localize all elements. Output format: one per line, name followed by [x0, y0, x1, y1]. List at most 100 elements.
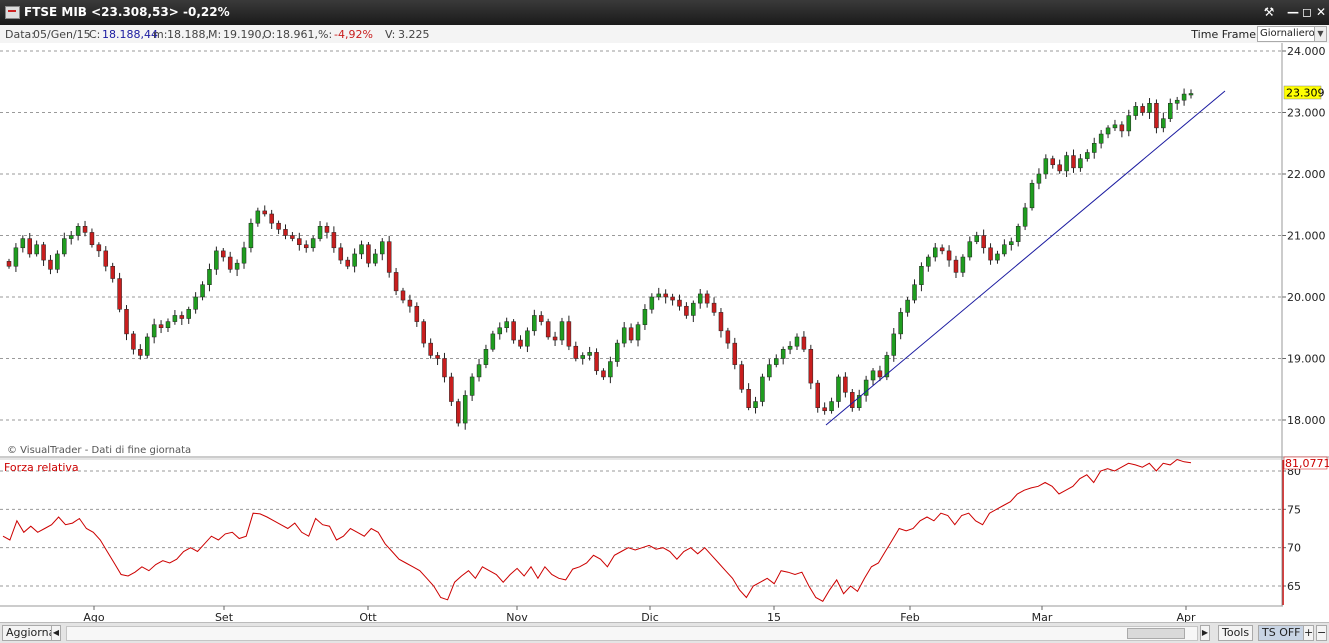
- candle: [214, 246, 219, 275]
- candle: [1174, 96, 1180, 110]
- price-tick-label: 21.000: [1287, 230, 1326, 243]
- candle: [995, 250, 1000, 264]
- candle-body: [131, 333, 136, 350]
- candle-body: [124, 309, 129, 335]
- candle: [1071, 149, 1076, 173]
- minimize-button[interactable]: —: [1287, 5, 1299, 19]
- candle-body: [1050, 158, 1056, 166]
- candle: [960, 254, 966, 277]
- maximize-button[interactable]: ◻: [1302, 5, 1312, 19]
- candle-body: [988, 247, 993, 261]
- candle: [511, 319, 516, 344]
- candle: [1133, 101, 1138, 120]
- candle-body: [276, 222, 281, 230]
- candle: [1078, 154, 1083, 172]
- candle: [932, 243, 938, 262]
- candle-body: [884, 355, 890, 378]
- candle-body: [1091, 143, 1097, 153]
- candle: [621, 322, 627, 348]
- timeframe-select[interactable]: Giornaliero ▼: [1257, 26, 1327, 42]
- candle-body: [179, 315, 185, 319]
- candle-body: [1078, 158, 1083, 169]
- ts-toggle-button[interactable]: TS OFF: [1258, 625, 1305, 641]
- candle: [359, 240, 364, 260]
- candle-body: [449, 376, 454, 402]
- candle-body: [172, 315, 178, 322]
- candle-body: [850, 392, 855, 408]
- candle: [1168, 98, 1173, 122]
- candle-body: [628, 327, 634, 341]
- candle-body: [932, 247, 938, 258]
- update-button[interactable]: Aggiorna: [2, 625, 60, 641]
- scroll-right-icon[interactable]: ▶: [1200, 625, 1210, 641]
- candle-body: [1098, 133, 1104, 144]
- candle: [1091, 137, 1097, 159]
- candle-body: [587, 352, 592, 356]
- candle-body: [1085, 152, 1090, 159]
- candle: [151, 318, 157, 344]
- candle: [967, 236, 973, 261]
- tools-wrench-icon[interactable]: ⚒: [1263, 5, 1275, 19]
- x-tick-label: Set: [215, 611, 234, 622]
- candle: [124, 305, 129, 341]
- candle-body: [836, 376, 841, 402]
- candle: [877, 365, 883, 382]
- candle: [836, 374, 841, 408]
- close-button[interactable]: ✕: [1315, 5, 1327, 19]
- candle-body: [905, 299, 910, 313]
- candle: [1147, 98, 1152, 119]
- candle-body: [767, 364, 772, 378]
- close-label: C:: [89, 28, 101, 41]
- candle-body: [165, 321, 171, 329]
- zoom-out-icon[interactable]: −: [1316, 625, 1327, 641]
- candle: [310, 235, 316, 252]
- candle: [200, 281, 205, 301]
- scrollbar-thumb[interactable]: [1127, 628, 1185, 639]
- candle-body: [20, 238, 26, 249]
- candle-body: [504, 321, 509, 329]
- max-label: M:: [208, 28, 222, 41]
- candle-body: [511, 321, 516, 341]
- tools-button[interactable]: Tools: [1218, 625, 1254, 641]
- horizontal-scrollbar-track[interactable]: [66, 626, 1198, 641]
- candle: [407, 294, 413, 313]
- candle-body: [1036, 173, 1042, 184]
- candle: [193, 292, 198, 314]
- candle-body: [428, 342, 433, 356]
- candle: [1105, 125, 1111, 139]
- candle: [760, 373, 765, 407]
- candle: [241, 241, 247, 269]
- candle-body: [863, 379, 869, 396]
- candle: [1181, 88, 1187, 106]
- candle-body: [670, 296, 675, 301]
- candle-body: [345, 259, 350, 267]
- candle: [221, 247, 226, 262]
- rsi-tick-label: 70: [1287, 542, 1301, 555]
- candle: [476, 358, 482, 382]
- candle-body: [663, 293, 668, 298]
- candle-body: [635, 324, 641, 341]
- candle: [670, 293, 675, 306]
- candle-body: [725, 330, 731, 344]
- candle-body: [801, 336, 807, 350]
- scroll-left-icon[interactable]: ◀: [51, 625, 61, 641]
- chevron-down-icon[interactable]: ▼: [1314, 27, 1326, 41]
- candle: [801, 331, 807, 353]
- chart-area[interactable]: 24.000 23.000 22.000 21.000 20.000 19.000 18.0…: [0, 43, 1329, 622]
- candle-body: [338, 247, 344, 261]
- candle-body: [442, 358, 447, 378]
- candle: [697, 289, 703, 309]
- candle: [628, 323, 634, 344]
- candle-body: [207, 269, 212, 285]
- candle-body: [981, 235, 986, 249]
- candle-body: [290, 235, 295, 239]
- candle: [421, 319, 426, 348]
- zoom-in-icon[interactable]: +: [1303, 625, 1314, 641]
- trendline[interactable]: [825, 90, 1226, 426]
- open-label: O:: [263, 28, 276, 41]
- candle: [1161, 112, 1166, 133]
- candle: [13, 243, 19, 272]
- candle-body: [995, 253, 1000, 261]
- candle: [739, 360, 744, 393]
- candle: [946, 245, 952, 267]
